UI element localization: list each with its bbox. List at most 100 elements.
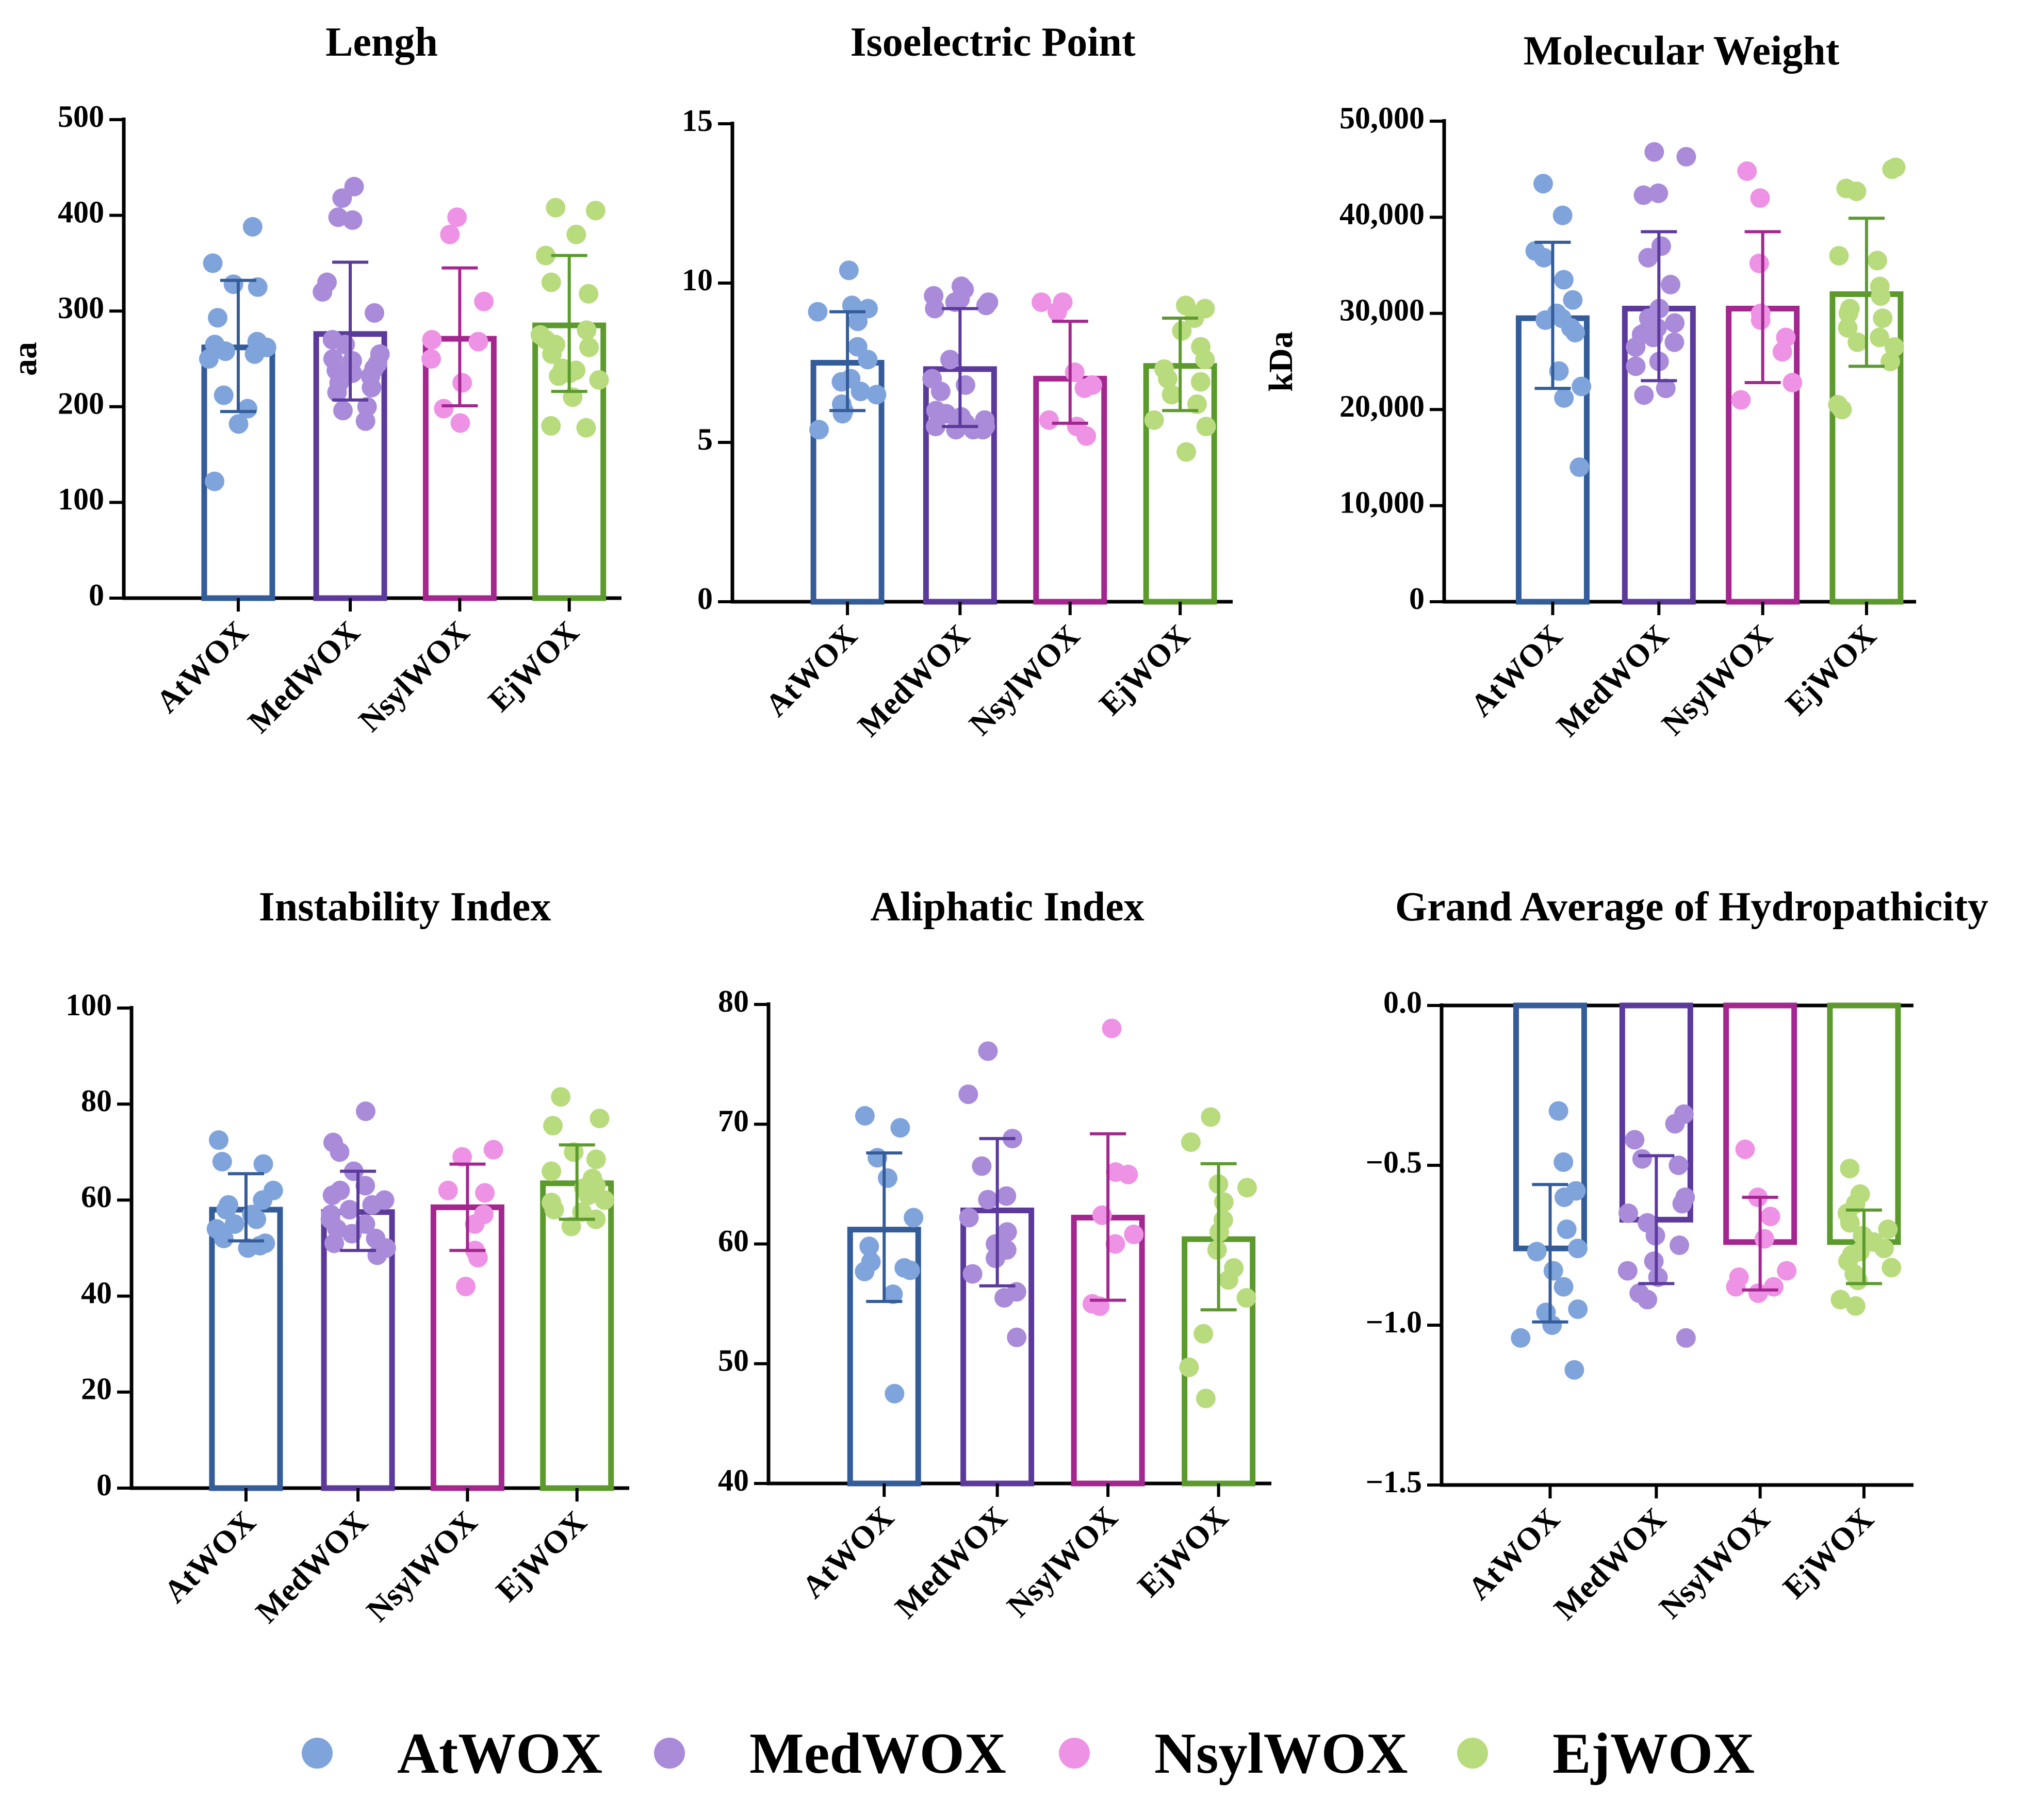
data-point [364, 303, 384, 323]
group-nsylwox [1032, 292, 1107, 605]
data-point [1669, 1156, 1689, 1175]
y-axis-label: kDa [1262, 331, 1300, 391]
y-tick-label: 200 [58, 387, 104, 421]
data-point [1144, 410, 1164, 430]
data-point [1527, 1242, 1547, 1262]
data-point [1554, 1152, 1574, 1172]
data-point [579, 284, 599, 304]
data-point [244, 344, 265, 364]
data-point [447, 207, 467, 227]
data-point [474, 291, 494, 311]
group-ejwox [530, 197, 609, 601]
data-point [1196, 1389, 1216, 1409]
data-point [1533, 174, 1553, 194]
data-point [1626, 356, 1646, 376]
data-point [1196, 417, 1216, 437]
data-point [1670, 1235, 1690, 1255]
x-tick-label: EjWOX [1131, 1500, 1235, 1604]
chart-lengh: Lengh aa 0 100 200 300 400 500 AtWOXMedWOXNsylWO… [6, 20, 622, 740]
x-tick-label: MedWOX [249, 1505, 374, 1630]
data-point [483, 1140, 503, 1160]
y-tick-label: 500 [58, 100, 104, 134]
data-point [1838, 303, 1858, 323]
data-point [253, 1154, 273, 1174]
data-point [422, 329, 442, 350]
y-tick-label: 300 [58, 291, 104, 325]
data-point [940, 350, 960, 370]
chart-title: Aliphatic Index [870, 884, 1144, 930]
data-point [1162, 385, 1182, 405]
data-point [1750, 188, 1770, 208]
data-point [1648, 183, 1669, 203]
data-point [342, 210, 363, 230]
data-point [1878, 1219, 1898, 1239]
group-ejwox [1179, 1107, 1257, 1487]
data-point [242, 217, 263, 237]
data-point [327, 382, 347, 402]
data-point [1076, 426, 1097, 446]
data-point [228, 414, 249, 434]
data-point [1157, 369, 1178, 389]
data-point [1867, 251, 1887, 271]
data-point [1764, 1277, 1784, 1297]
group-medwox [1622, 142, 1696, 605]
data-point [468, 332, 488, 352]
data-point [1664, 332, 1685, 352]
data-point [589, 370, 609, 390]
data-point [855, 1261, 875, 1281]
data-point [355, 1214, 375, 1234]
y-tick-label: 0.0 [1383, 985, 1422, 1019]
data-point [839, 260, 859, 281]
data-point [1618, 1203, 1639, 1223]
data-point [1726, 1277, 1746, 1297]
data-point [1754, 1229, 1774, 1249]
group-atwox [1511, 1002, 1588, 1380]
data-point [199, 349, 219, 369]
group-atwox [206, 1130, 283, 1491]
legend: AtWOX MedWOX NsylWOX EjWOX [302, 1722, 1755, 1786]
data-point [1829, 245, 1849, 266]
x-tick-label: EjWOX [1776, 1502, 1881, 1606]
data-point [1535, 310, 1556, 330]
data-point [357, 397, 377, 417]
data-point [1548, 1101, 1568, 1121]
data-point [1567, 1239, 1588, 1259]
data-point [1633, 185, 1654, 205]
data-point [564, 1142, 584, 1162]
data-point [208, 308, 228, 328]
data-point [1074, 378, 1094, 398]
data-point [1760, 1207, 1780, 1227]
chart-title: Molecular Weight [1524, 28, 1840, 74]
data-point [1845, 1296, 1866, 1316]
data-point [1554, 1277, 1574, 1297]
data-point [313, 282, 333, 302]
y-tick-label: 40 [81, 1276, 112, 1310]
data-point [536, 245, 556, 266]
group-medwox [1617, 1002, 1696, 1348]
group-medwox [320, 1101, 396, 1491]
x-tick-label: EjWOX [482, 615, 586, 719]
data-point [1039, 410, 1059, 430]
data-point [926, 417, 946, 437]
group-nsylwox [1723, 1002, 1797, 1303]
data-point [248, 277, 268, 297]
data-point [1660, 274, 1680, 294]
data-point [1568, 1299, 1588, 1319]
x-tick-label: NsylWOX [360, 1505, 484, 1629]
y-tick-label: 0 [1409, 582, 1425, 616]
group-ejwox [1143, 295, 1217, 605]
data-point [362, 377, 382, 398]
data-point [1543, 1261, 1563, 1281]
chart-molecular-weight: Molecular Weight kDa 0 10,000 20,000 30,000 40… [1262, 28, 1916, 744]
data-point [1651, 236, 1671, 256]
data-point [586, 1209, 606, 1229]
y-tick-label: 20 [81, 1372, 112, 1406]
data-point [544, 1200, 564, 1220]
data-point [362, 1195, 382, 1215]
y-tick-label: 0 [96, 1468, 112, 1502]
data-point [212, 1151, 232, 1172]
data-point [958, 1084, 978, 1104]
data-point [1638, 1290, 1658, 1310]
data-point [1511, 1328, 1531, 1348]
data-point [253, 1190, 273, 1210]
